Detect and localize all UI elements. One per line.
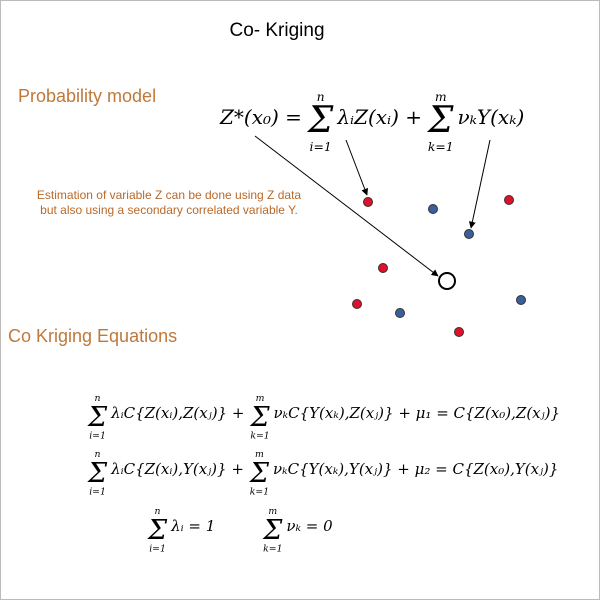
sigma: Σ [306, 100, 334, 141]
target-point [438, 272, 456, 290]
eq-term: νₖC{Y(xₖ),Z(xⱼ)} + μ₁ = C{Z(x₀),Z(xⱼ)} [274, 404, 560, 422]
eq-term: Z*(x₀) = [219, 105, 302, 129]
eq-term: νₖY(xₖ) [457, 105, 524, 129]
title: Co- Kriging [229, 20, 324, 41]
sum-upper: n [155, 506, 161, 517]
sum-upper: n [95, 449, 101, 460]
eq-term: λᵢC{Z(xᵢ),Z(xⱼ)} + [110, 404, 244, 422]
y-point [464, 229, 474, 239]
arrows [254, 135, 491, 277]
sum-lower: k=1 [250, 430, 269, 441]
sigma: Σ [87, 402, 108, 433]
z-point [454, 327, 464, 337]
sigma: Σ [87, 458, 108, 489]
eq-term: λᵢ = 1 [170, 517, 215, 535]
arrow [468, 139, 491, 229]
y-point [516, 295, 526, 305]
sigma: Σ [249, 402, 270, 433]
sum-lower: i=1 [310, 139, 332, 154]
sum-lower: k=1 [250, 486, 269, 497]
equations-heading: Co Kriging Equations [8, 326, 177, 346]
sum-upper: m [268, 506, 277, 517]
sum-upper: m [256, 393, 265, 404]
y-point [428, 204, 438, 214]
sum-lower: i=1 [149, 543, 166, 554]
sigma: Σ [249, 458, 270, 489]
eq-term: νₖ = 0 [286, 517, 333, 535]
sum-lower: k=1 [428, 139, 454, 154]
sum-lower: i=1 [89, 430, 106, 441]
eq-term: λᵢC{Z(xᵢ),Y(xⱼ)} + [110, 460, 244, 478]
eq-term: νₖC{Y(xₖ),Y(xⱼ)} + μ₂ = C{Z(x₀),Y(xⱼ)} [273, 460, 558, 478]
sum-upper: n [95, 393, 101, 404]
z-point [504, 195, 514, 205]
arrow [345, 139, 369, 196]
z-point [378, 263, 388, 273]
sigma: Σ [147, 515, 168, 546]
sigma: Σ [262, 515, 283, 546]
arrow [254, 135, 439, 277]
sum-upper: m [255, 449, 264, 460]
data-points [352, 195, 526, 337]
note: Estimation of variable Z can be done usi… [36, 188, 302, 217]
sum-upper: n [317, 89, 325, 104]
model-heading: Probability model [18, 86, 156, 106]
y-point [395, 308, 405, 318]
eq-term: λᵢZ(xᵢ) + [336, 105, 422, 129]
z-point [363, 197, 373, 207]
sum-lower: i=1 [89, 486, 106, 497]
sum-upper: m [435, 89, 447, 104]
sum-lower: k=1 [263, 543, 282, 554]
z-point [352, 299, 362, 309]
sigma: Σ [426, 100, 454, 141]
